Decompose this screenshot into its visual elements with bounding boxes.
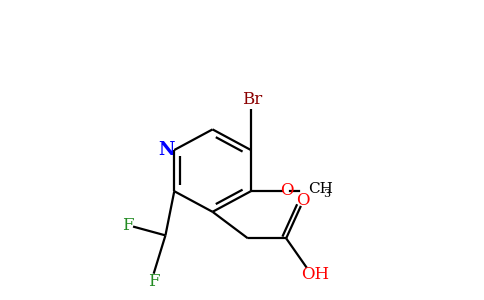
Text: 3: 3: [324, 189, 331, 199]
Text: CH: CH: [308, 182, 333, 196]
Text: N: N: [158, 141, 174, 159]
Text: O: O: [297, 192, 310, 208]
Text: OH: OH: [301, 266, 329, 283]
Text: Br: Br: [242, 91, 262, 108]
Text: F: F: [148, 272, 160, 290]
Text: F: F: [122, 217, 134, 234]
Text: O: O: [280, 182, 293, 199]
